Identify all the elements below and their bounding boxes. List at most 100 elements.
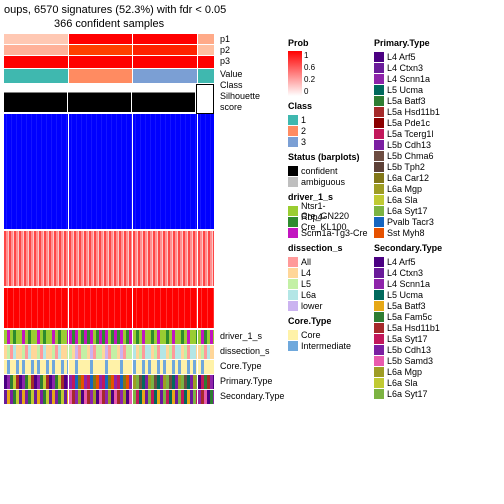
legend-item: L4 Ctxn3 <box>374 62 464 73</box>
swatch-icon <box>374 290 384 300</box>
legend-label: L5 Ucma <box>387 85 423 95</box>
legend-item: All <box>288 256 368 267</box>
legend-item: Core <box>288 329 368 340</box>
bottom-annotations <box>4 330 214 404</box>
legend-item: L6a Sla <box>374 194 464 205</box>
swatch-icon <box>374 129 384 139</box>
legend-item: L5b Samd3 <box>374 355 464 366</box>
swatch-icon <box>374 74 384 84</box>
annot-p3 <box>4 56 214 68</box>
legend-item: L5a Fam5c <box>374 311 464 322</box>
swatch-icon <box>374 257 384 267</box>
legend-label: Pvalb Tacr3 <box>387 217 434 227</box>
annot-p1 <box>4 34 214 44</box>
legend-label: L4 Arf5 <box>387 257 416 267</box>
swatch-icon <box>374 367 384 377</box>
legend-item: L4 <box>288 267 368 278</box>
legend-label: L6a Car12 <box>387 173 429 183</box>
legend-item: L4 Arf5 <box>374 51 464 62</box>
row-labels: p1 p2 p3 Value Class Silhouette score dr… <box>220 34 282 404</box>
legend-label: L6a <box>301 290 316 300</box>
legend-label: ambiguous <box>301 177 345 187</box>
legend-label: L4 <box>301 268 311 278</box>
swatch-icon <box>288 206 298 216</box>
legend-item: 2 <box>288 125 368 136</box>
legend-item: L5a Hsd11b1 <box>374 106 464 117</box>
legend-item: L5b Cdh13 <box>374 139 464 150</box>
swatch-icon <box>374 356 384 366</box>
swatch-icon <box>374 323 384 333</box>
legend-label: L6a Syt17 <box>387 206 428 216</box>
legend-label: L6a Sla <box>387 195 418 205</box>
legend-item: L5a Batf3 <box>374 95 464 106</box>
legend-label: Intermediate <box>301 341 351 351</box>
legend-label: lower <box>301 301 323 311</box>
swatch-icon <box>288 268 298 278</box>
legend-label: 1 <box>301 115 306 125</box>
annot-class <box>4 69 214 83</box>
legend-item: L4 Ctxn3 <box>374 267 464 278</box>
swatch-icon <box>374 334 384 344</box>
swatch-icon <box>288 177 298 187</box>
swatch-icon <box>374 217 384 227</box>
swatch-icon <box>288 301 298 311</box>
legend-item: L5a Batf3 <box>374 300 464 311</box>
swatch-icon <box>374 268 384 278</box>
swatch-icon <box>374 206 384 216</box>
legend-item: confident <box>288 165 368 176</box>
prob-colorbar <box>288 51 302 96</box>
legend-item: L5a Tcerg1l <box>374 128 464 139</box>
legend-label: L5a Batf3 <box>387 301 426 311</box>
legend-label: L4 Ctxn3 <box>387 63 423 73</box>
legend-label: L6a Sla <box>387 378 418 388</box>
annot-p2 <box>4 45 214 55</box>
legend-item: L6a Mgp <box>374 366 464 377</box>
legend-item: L6a Syt17 <box>374 205 464 216</box>
legend-item: Scnn1a-Tg3-Cre <box>288 227 368 238</box>
swatch-icon <box>374 52 384 62</box>
legend-label: Sst Myh8 <box>387 228 425 238</box>
legend-label: All <box>301 257 311 267</box>
legend-item: Sst Myh8 <box>374 227 464 238</box>
legend-label: L5b Cdh13 <box>387 140 431 150</box>
swatch-icon <box>288 217 298 227</box>
legend-label: L4 Arf5 <box>387 52 416 62</box>
legends-right: Primary.Type L4 Arf5L4 Ctxn3L4 Scnn1aL5 … <box>374 34 464 404</box>
legend-item: L6a Mgp <box>374 183 464 194</box>
legend-label: L5 <box>301 279 311 289</box>
swatch-icon <box>374 151 384 161</box>
legend-item: lower <box>288 300 368 311</box>
legend-item: Pvalb Tacr3 <box>374 216 464 227</box>
legend-label: 3 <box>301 137 306 147</box>
legend-label: L5b Tph2 <box>387 162 425 172</box>
legend-item: L5 <box>288 278 368 289</box>
legend-item: L5b Chma6 <box>374 150 464 161</box>
swatch-icon <box>374 279 384 289</box>
page-title: oups, 6570 signatures (52.3%) with fdr <… <box>4 4 500 16</box>
annot-silhouette <box>4 84 214 112</box>
legend-item: L4 Scnn1a <box>374 278 464 289</box>
swatch-icon <box>288 330 298 340</box>
legend-item: 1 <box>288 114 368 125</box>
legend-item: L5b Tph2 <box>374 161 464 172</box>
legend-item: L6a Syt17 <box>374 388 464 399</box>
legend-item: L4 Arf5 <box>374 256 464 267</box>
legend-label: L5a Fam5c <box>387 312 432 322</box>
legends-middle: Prob 1 0.6 0.2 0 Class 123 Status (barpl… <box>288 34 368 404</box>
swatch-icon <box>288 228 298 238</box>
swatch-icon <box>288 290 298 300</box>
legend-item: ambiguous <box>288 176 368 187</box>
legend-item: L5 Ucma <box>374 289 464 300</box>
legend-item: L5b Cdh13 <box>374 344 464 355</box>
swatch-icon <box>374 162 384 172</box>
swatch-icon <box>374 378 384 388</box>
legend-label: L6a Mgp <box>387 367 422 377</box>
legend-label: L6a Mgp <box>387 184 422 194</box>
swatch-icon <box>374 228 384 238</box>
legend-label: L4 Scnn1a <box>387 74 430 84</box>
main-layout: 1 2 3 <box>4 34 500 404</box>
legend-item: L5a Pde1c <box>374 117 464 128</box>
swatch-icon <box>374 63 384 73</box>
legend-label: L5 Ucma <box>387 290 423 300</box>
swatch-icon <box>288 126 298 136</box>
